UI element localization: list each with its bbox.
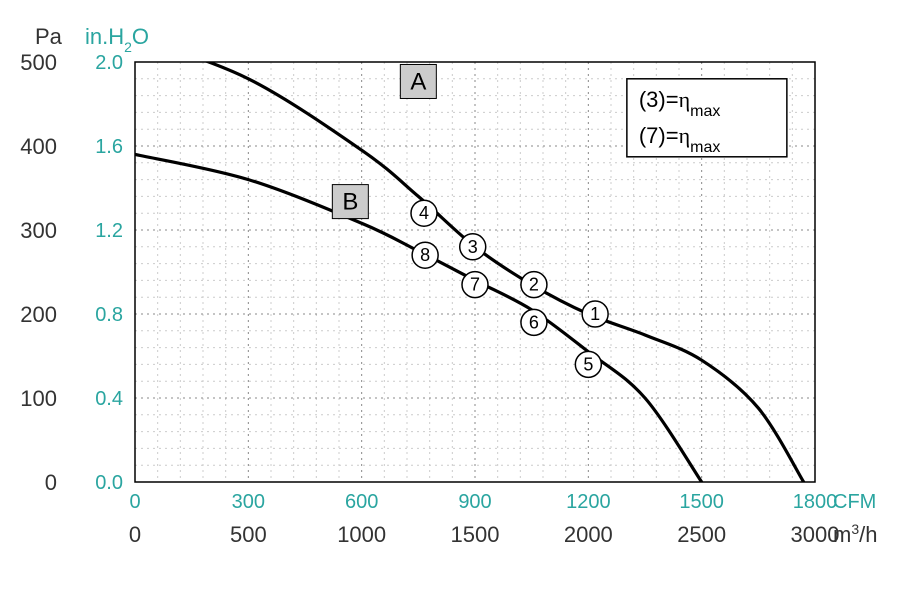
x-secondary-unit: CFM xyxy=(833,491,876,513)
x-primary-tick: 1000 xyxy=(337,522,386,547)
x-secondary-tick: 1800 xyxy=(793,491,838,513)
x-secondary-tick: 900 xyxy=(458,491,491,513)
point-label-8: 8 xyxy=(420,245,430,265)
x-secondary-tick: 1200 xyxy=(566,491,611,513)
x-secondary-tick: 600 xyxy=(345,491,378,513)
curve-label-A: A xyxy=(410,68,426,95)
chart-svg: AB12345678(3)=ηmax(7)=ηmax01002003004005… xyxy=(0,0,903,599)
y-secondary-tick: 0.4 xyxy=(95,388,123,410)
y-secondary-tick: 2.0 xyxy=(95,52,123,74)
x-primary-tick: 2500 xyxy=(677,522,726,547)
y-primary-tick: 400 xyxy=(20,134,57,159)
point-label-5: 5 xyxy=(583,354,593,374)
y-primary-tick: 200 xyxy=(20,302,57,327)
point-label-6: 6 xyxy=(529,312,539,332)
x-secondary-tick: 1500 xyxy=(679,491,724,513)
y-secondary-tick: 0.0 xyxy=(95,472,123,494)
fan-curve-chart: AB12345678(3)=ηmax(7)=ηmax01002003004005… xyxy=(0,0,903,599)
y-primary-tick: 0 xyxy=(45,470,57,495)
x-primary-tick: 0 xyxy=(129,522,141,547)
point-label-2: 2 xyxy=(529,275,539,295)
point-label-3: 3 xyxy=(468,237,478,257)
x-secondary-tick: 0 xyxy=(129,491,140,513)
x-primary-tick: 1500 xyxy=(451,522,500,547)
y-primary-tick: 500 xyxy=(20,50,57,75)
curve-label-B: B xyxy=(342,189,358,216)
y-primary-tick: 100 xyxy=(20,386,57,411)
y-secondary-tick: 1.2 xyxy=(95,220,123,242)
x-secondary-tick: 300 xyxy=(232,491,265,513)
y-primary-tick: 300 xyxy=(20,218,57,243)
x-primary-tick: 2000 xyxy=(564,522,613,547)
point-label-1: 1 xyxy=(590,304,600,324)
point-label-4: 4 xyxy=(419,203,429,223)
y-secondary-tick: 0.8 xyxy=(95,304,123,326)
y-secondary-tick: 1.6 xyxy=(95,136,123,158)
point-label-7: 7 xyxy=(470,275,480,295)
y-primary-unit: Pa xyxy=(35,24,63,49)
x-primary-tick: 500 xyxy=(230,522,267,547)
